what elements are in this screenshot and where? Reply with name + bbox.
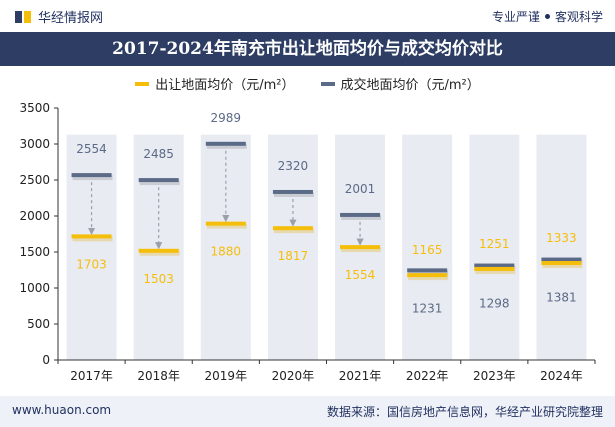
x-tick-label: 2022年	[406, 369, 449, 383]
x-tick-label: 2018年	[137, 369, 180, 383]
transaction-value-label: 2554	[76, 142, 107, 156]
tagline-right: 客观科学	[554, 10, 603, 24]
x-tick-label: 2019年	[205, 369, 248, 383]
y-tick-label: 1000	[19, 281, 50, 295]
listing-value-label: 1554	[345, 268, 376, 282]
listing-marker-shadow	[273, 228, 314, 234]
brand-logo-icon	[15, 10, 31, 23]
transaction-marker-shadow	[273, 191, 314, 197]
listing-value-label: 1333	[546, 231, 577, 245]
listing-value-label: 1165	[412, 243, 443, 257]
listing-value-label: 1703	[76, 257, 107, 271]
chart-plot: 0 500 1000 1500 2000 2500 3000 3500 2017年 2018年 20…	[19, 101, 596, 383]
y-tick-label: 500	[27, 317, 50, 331]
listing-value-label: 1817	[278, 249, 309, 263]
listing-marker-shadow	[542, 263, 583, 269]
transaction-marker-shadow	[139, 180, 180, 186]
x-tick-label: 2024年	[540, 369, 583, 383]
listing-marker	[407, 273, 448, 278]
transaction-marker-shadow	[341, 214, 382, 220]
transaction-value-label: 2989	[211, 111, 242, 125]
listing-marker	[541, 261, 582, 266]
transaction-marker	[71, 173, 112, 178]
listing-marker	[138, 248, 179, 253]
y-tick-label: 0	[42, 353, 50, 367]
legend-label-listing: 出让地面均价（元/m²）	[155, 78, 295, 93]
brand[interactable]: 华经情报网	[14, 7, 103, 26]
column-background	[200, 134, 251, 360]
listing-marker	[474, 266, 515, 271]
transaction-marker	[541, 257, 582, 262]
transaction-value-label: 1231	[412, 301, 443, 315]
legend: 出让地面均价（元/m²） 成交地面均价（元/m²）	[0, 74, 615, 93]
listing-marker	[340, 245, 381, 250]
tagline: 专业严谨 客观科学	[492, 8, 603, 25]
x-tick-label: 2021年	[339, 369, 382, 383]
footer: www.huaon.com 数据来源：国信房地产信息网，华经产业研究院整理	[0, 396, 615, 427]
tagline-left: 专业严谨	[491, 10, 540, 24]
footer-website[interactable]: www.huaon.com	[12, 403, 112, 417]
legend-item-transaction[interactable]: 成交地面均价（元/m²）	[320, 74, 480, 93]
y-tick-label: 3000	[19, 137, 50, 151]
x-tick-label: 2020年	[272, 369, 315, 383]
transaction-marker-shadow	[408, 270, 449, 276]
transaction-marker	[138, 178, 179, 183]
transaction-marker-shadow	[206, 143, 247, 149]
listing-marker	[272, 226, 313, 231]
transaction-marker	[205, 141, 246, 146]
listing-marker-shadow	[341, 247, 382, 253]
transaction-value-label: 1381	[546, 291, 577, 305]
legend-swatch-listing	[135, 81, 150, 86]
legend-label-transaction: 成交地面均价（元/m²）	[340, 78, 480, 93]
transaction-value-label: 2320	[278, 159, 309, 173]
listing-marker-shadow	[206, 223, 247, 229]
listing-marker-shadow	[72, 236, 113, 242]
listing-marker	[71, 234, 112, 239]
transaction-value-label: 2485	[143, 147, 174, 161]
transaction-marker	[272, 189, 313, 194]
top-bar: 华经情报网 专业严谨 客观科学	[0, 0, 615, 32]
column-background	[469, 134, 520, 360]
column-background	[133, 134, 184, 360]
legend-item-listing[interactable]: 出让地面均价（元/m²）	[135, 74, 295, 93]
y-tick-label: 2000	[19, 209, 50, 223]
transaction-marker-shadow	[72, 175, 113, 181]
legend-swatch-transaction	[320, 81, 335, 86]
listing-value-label: 1880	[211, 245, 242, 259]
column-background	[267, 134, 318, 360]
listing-marker	[205, 221, 246, 226]
y-tick-label: 3500	[19, 101, 50, 115]
chart-title: 2017-2024年南充市出让地面均价与成交均价对比	[0, 32, 615, 66]
y-tick-label: 2500	[19, 173, 50, 187]
transaction-marker	[407, 268, 448, 273]
column-background	[66, 134, 117, 360]
listing-marker-shadow	[139, 250, 180, 256]
x-tick-label: 2023年	[473, 369, 516, 383]
listing-value-label: 1503	[143, 272, 174, 286]
transaction-marker	[340, 212, 381, 217]
column-background	[536, 134, 587, 360]
listing-value-label: 1251	[479, 237, 510, 251]
brand-name: 华经情报网	[38, 11, 104, 26]
transaction-value-label: 2001	[345, 182, 376, 196]
column-background	[402, 134, 453, 360]
listing-marker-shadow	[408, 275, 449, 281]
transaction-marker	[474, 263, 515, 268]
footer-source: 数据来源：国信房地产信息网，华经产业研究院整理	[326, 405, 603, 419]
x-tick-label: 2017年	[70, 369, 113, 383]
transaction-value-label: 1298	[479, 297, 510, 311]
y-tick-label: 1500	[19, 245, 50, 259]
separator-dot-icon	[544, 14, 550, 19]
listing-marker-shadow	[475, 268, 516, 274]
